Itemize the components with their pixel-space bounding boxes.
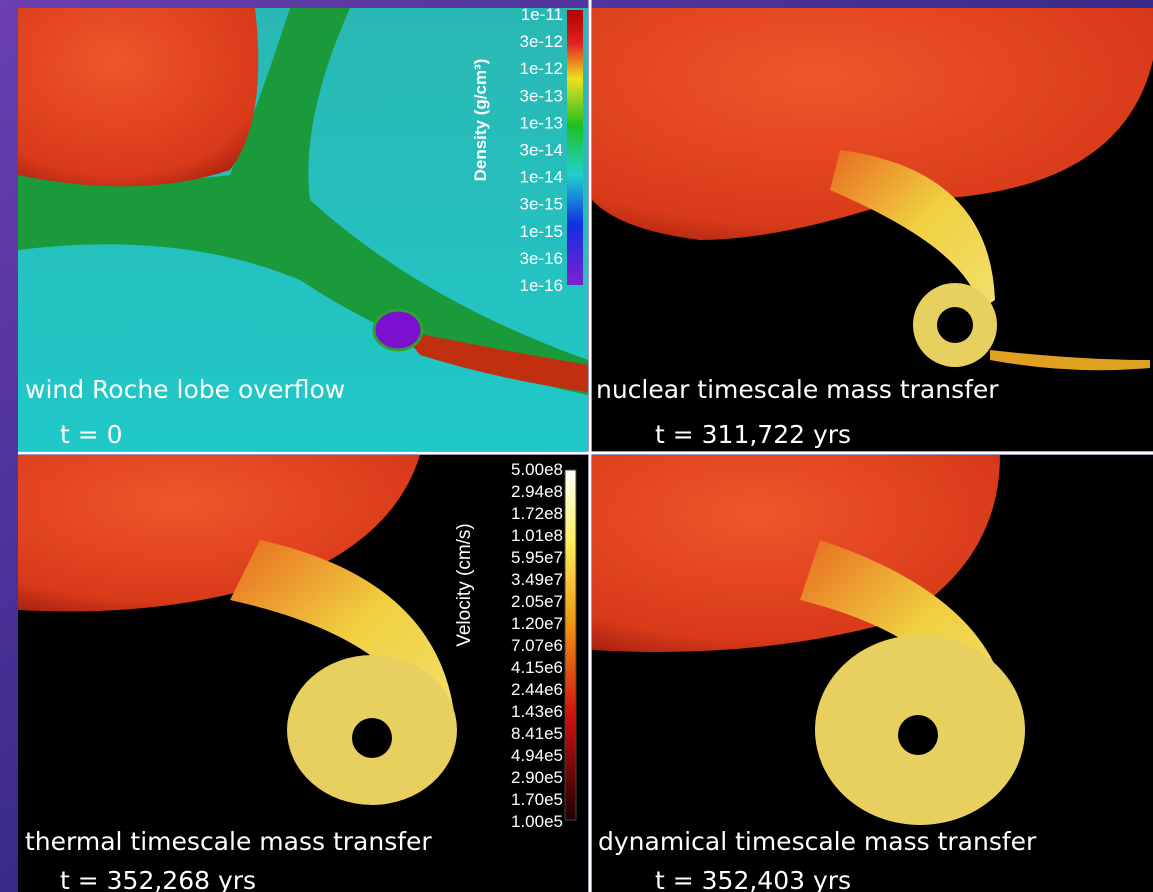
colorbar-tick-label: 2.90e5 xyxy=(511,768,563,787)
colorbar-tick-label: 3e-14 xyxy=(520,141,563,160)
colorbar-tick-label: 1e-11 xyxy=(521,5,563,24)
colorbar-tick-label: 3e-13 xyxy=(520,86,563,105)
panel-time: t = 352,403 yrs xyxy=(655,866,851,892)
colorbar-tick-label: 1.20e7 xyxy=(511,614,563,633)
colorbar-tick-label: 8.41e5 xyxy=(511,724,563,743)
colorbar-tick-label: 1.01e8 xyxy=(511,526,563,545)
colorbar-title: Velocity (cm/s) xyxy=(454,523,475,647)
colorbar-tick-label: 1.43e6 xyxy=(511,702,563,721)
colorbar-tick-label: 1e-15 xyxy=(520,222,563,241)
colorbar-tick-label: 3.49e7 xyxy=(511,570,563,589)
colorbar-tick-label: 2.05e7 xyxy=(511,592,563,611)
colorbar-tick-label: 1e-13 xyxy=(520,113,563,132)
density-colorbar xyxy=(567,10,583,285)
colorbar-tick-label: 3e-16 xyxy=(520,249,563,268)
panel-time: t = 311,722 yrs xyxy=(655,420,851,449)
figure: 1e-11 3e-12 1e-12 3e-13 1e-13 3e-14 1e-14 3e-15… xyxy=(0,0,1153,892)
panel-label: nuclear timescale mass transfer xyxy=(596,375,999,404)
colorbar-tick-label: 4.94e5 xyxy=(511,746,563,765)
colorbar-title: Density (g/cm³) xyxy=(471,59,490,182)
colorbar-tick-label: 1e-14 xyxy=(520,168,563,187)
panel-label: thermal timescale mass transfer xyxy=(25,827,432,856)
panel-label: wind Roche lobe overflow xyxy=(25,375,345,404)
colorbar-tick-label: 1e-12 xyxy=(520,59,563,78)
colorbar-tick-label: 4.15e6 xyxy=(511,658,563,677)
colorbar-tick-label: 5.00e8 xyxy=(511,460,563,479)
velocity-colorbar xyxy=(565,470,576,820)
colorbar-tick-label: 1.00e5 xyxy=(511,812,563,831)
colorbar-tick-label: 5.95e7 xyxy=(511,548,563,567)
colorbar-tick-label: 7.07e6 xyxy=(511,636,563,655)
colorbar-tick-label: 1.70e5 xyxy=(511,790,563,809)
colorbar-tick-label: 2.94e8 xyxy=(511,482,563,501)
panel-time: t = 352,268 yrs xyxy=(60,866,256,892)
colorbar-tick-label: 1.72e8 xyxy=(511,504,563,523)
colorbar-tick-label: 3e-12 xyxy=(520,32,563,51)
panel-time: t = 0 xyxy=(60,420,123,449)
colorbar-tick-label: 3e-15 xyxy=(520,195,563,214)
panel-label: dynamical timescale mass transfer xyxy=(598,827,1037,856)
colorbar-tick-label: 1e-16 xyxy=(520,276,563,295)
colorbar-tick-label: 2.44e6 xyxy=(511,680,563,699)
